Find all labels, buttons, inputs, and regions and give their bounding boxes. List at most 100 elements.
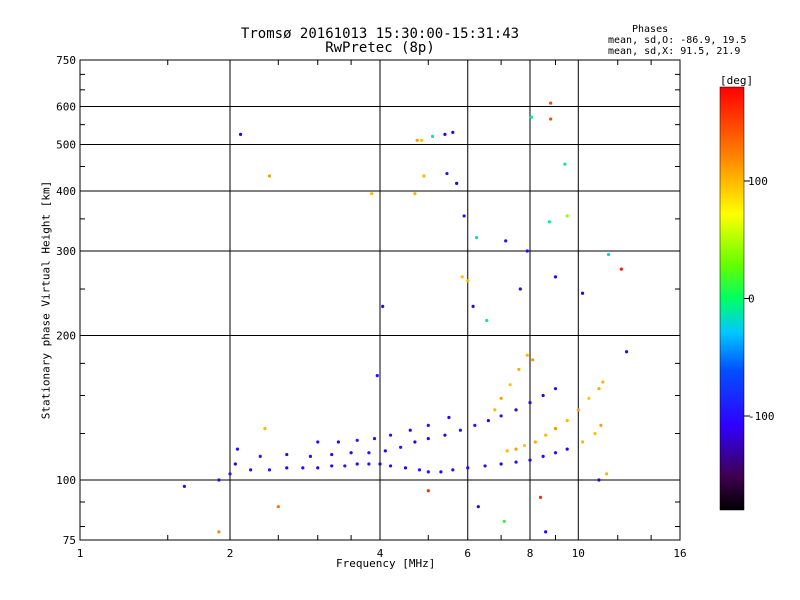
echo-point (553, 451, 558, 455)
x-tick-label: 10 (572, 547, 585, 560)
echo-point (462, 214, 466, 218)
echo-point (514, 447, 518, 451)
echo-point (263, 426, 267, 431)
echo-point (597, 387, 601, 391)
echo-point (381, 304, 385, 309)
echo-point (316, 466, 320, 470)
echo-point (445, 171, 449, 176)
echo-point (565, 447, 569, 451)
echo-point (258, 454, 262, 459)
echo-point (517, 367, 521, 372)
echo-point (549, 117, 553, 121)
echo-point (238, 132, 243, 136)
y-tick-label: 300 (56, 245, 76, 258)
chart-title: Tromsø 20161013 15:30:00-15:31:43 (240, 26, 520, 42)
echo-point (473, 423, 477, 427)
echo-point (606, 252, 611, 257)
echo-point (514, 460, 518, 464)
echo-point (267, 174, 272, 178)
echo-point (233, 462, 237, 466)
echo-point (541, 454, 545, 459)
echo-point (553, 387, 558, 391)
echo-point (541, 393, 545, 398)
echo-point (605, 472, 609, 476)
echo-point (525, 353, 529, 357)
chart-subtitle: RwPretec (8p) (325, 40, 435, 56)
echo-point (476, 505, 480, 509)
echo-point (593, 431, 597, 436)
echo-point (217, 478, 221, 482)
echo-point (349, 451, 353, 455)
echo-point (372, 436, 377, 441)
echo-point (403, 466, 408, 470)
echo-point (249, 468, 253, 472)
echo-point (443, 132, 447, 136)
echo-point (430, 134, 435, 138)
x-tick-label: 2 (227, 547, 234, 560)
colorbar-gradient (719, 86, 745, 511)
x-tick-label: 8 (527, 547, 534, 560)
y-tick-label: 200 (56, 330, 76, 343)
echo-point (485, 318, 489, 323)
echo-point (388, 464, 393, 468)
y-tick-label: 600 (56, 101, 76, 114)
echo-point (508, 383, 512, 387)
echo-point (553, 426, 558, 431)
echo-point (601, 380, 605, 384)
plot-frame (79, 59, 681, 541)
y-tick-label: 500 (56, 139, 76, 152)
y-tick-label: 100 (56, 474, 76, 487)
colorbar: [deg] -100 0 100 (719, 74, 775, 511)
echo-point (504, 239, 508, 243)
echo-point (426, 436, 430, 441)
echo-point (370, 192, 374, 196)
echo-point (599, 423, 603, 427)
colorbar-label: [deg] (720, 74, 753, 87)
echo-point (576, 408, 580, 412)
echo-point (355, 462, 359, 466)
echo-point (367, 462, 371, 466)
echo-point (547, 220, 551, 224)
echo-point (486, 418, 490, 423)
echo-point (447, 415, 451, 420)
echo-point (565, 214, 569, 218)
echo-point (378, 462, 382, 466)
echo-point (514, 408, 518, 412)
echo-point (505, 449, 509, 453)
echo-point (443, 433, 447, 437)
echo-point (267, 468, 272, 472)
echo-point (474, 235, 479, 240)
echo-point (276, 505, 280, 509)
echo-point (388, 433, 393, 437)
echo-point (330, 452, 334, 457)
echo-point (426, 489, 430, 493)
echo-point (471, 304, 475, 309)
echo-point (330, 464, 334, 468)
echo-point (565, 418, 569, 423)
echo-point (336, 440, 340, 444)
echo-point (549, 101, 553, 105)
echo-point (451, 130, 455, 134)
phase-stats-x-mode: mean, sd,X: 91.5, 21.9 (608, 46, 741, 57)
echo-point (426, 423, 430, 427)
echo-point (502, 519, 506, 523)
echo-point (466, 279, 470, 283)
echo-point (285, 452, 289, 457)
x-axis-label: Frequency [MHz] (336, 557, 436, 570)
echo-point (460, 275, 464, 279)
echo-point (499, 462, 503, 466)
echo-point (528, 400, 532, 405)
colorbar-tick-label: 0 (748, 293, 755, 306)
echo-point (417, 468, 422, 472)
y-tick-label: 750 (56, 54, 76, 67)
echo-point (529, 115, 533, 119)
echo-point (375, 374, 379, 378)
echo-point (455, 181, 459, 185)
echo-point (308, 454, 313, 459)
echo-point (597, 478, 601, 482)
echo-point (217, 530, 221, 534)
echo-point (316, 440, 320, 444)
echo-point (413, 440, 417, 444)
echo-point (466, 466, 470, 470)
phase-stats-heading: Phases (632, 24, 669, 35)
